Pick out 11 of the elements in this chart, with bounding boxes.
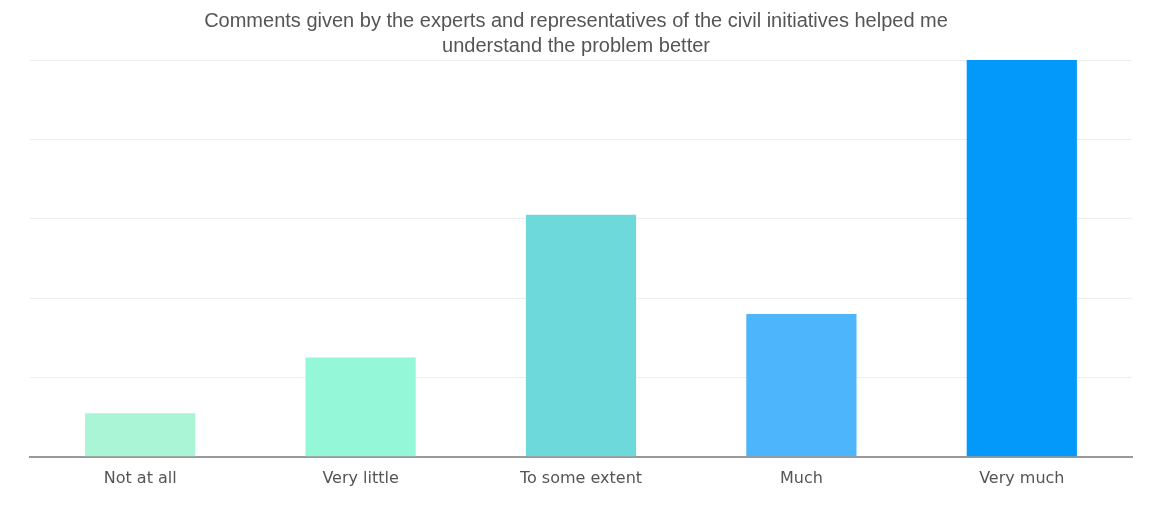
bar [746, 313, 857, 457]
x-tick-label: Very much [979, 467, 1065, 487]
bar [305, 357, 416, 457]
bar [966, 60, 1077, 457]
x-tick-label: To some extent [518, 467, 643, 487]
bar [525, 214, 637, 457]
chart-title: Comments given by the experts and representatives of the civil initiatives helped me understand the problem better [203, 8, 949, 58]
x-tick-label: Much [779, 467, 823, 487]
x-tick-label: Not at all [103, 467, 177, 487]
bar [85, 413, 196, 457]
x-tick-label: Very little [322, 467, 399, 487]
